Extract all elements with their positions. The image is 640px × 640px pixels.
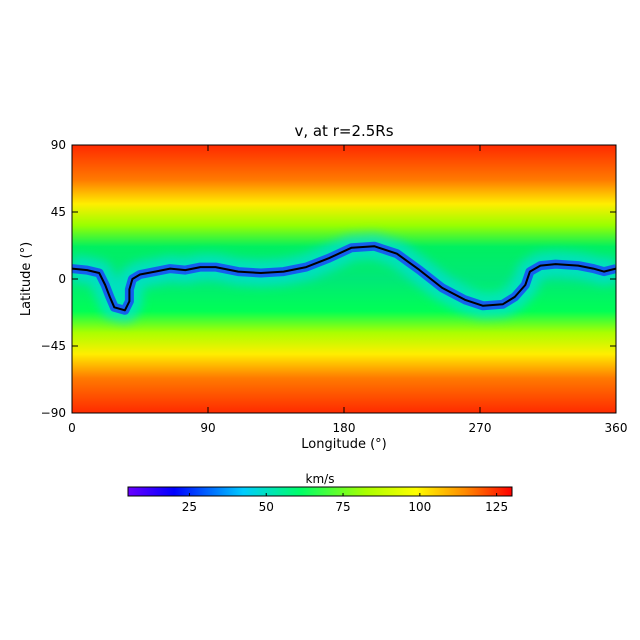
colorbar-tick-label: 50 xyxy=(259,500,274,514)
chart-title: v, at r=2.5Rs xyxy=(294,122,393,140)
x-tick-label: 90 xyxy=(200,421,215,435)
y-tick-label: −45 xyxy=(41,339,66,353)
colorbar-label: km/s xyxy=(306,472,335,486)
x-axis-label: Longitude (°) xyxy=(301,437,386,452)
y-tick-label: 45 xyxy=(51,205,66,219)
x-tick-label: 360 xyxy=(605,421,628,435)
y-tick-label: −90 xyxy=(41,406,66,420)
colorbar-gradient xyxy=(127,486,513,497)
y-axis-label: Latitude (°) xyxy=(19,242,34,316)
y-axis: −90 −45 0 45 90 xyxy=(41,138,616,420)
neutral-line xyxy=(72,245,616,312)
x-tick-label: 270 xyxy=(469,421,492,435)
colorbar: km/s 25 50 75 100 125 xyxy=(127,472,513,514)
colorbar-tick-label: 25 xyxy=(182,500,197,514)
colorbar-tick-label: 125 xyxy=(485,500,508,514)
colorbar-ticks: 25 50 75 100 125 xyxy=(182,493,508,514)
x-tick-label: 0 xyxy=(68,421,76,435)
y-tick-label: 90 xyxy=(51,138,66,152)
y-tick-label: 0 xyxy=(58,272,66,286)
colorbar-tick-label: 100 xyxy=(408,500,431,514)
x-tick-label: 180 xyxy=(333,421,356,435)
colorbar-tick-label: 75 xyxy=(335,500,350,514)
x-axis: 0 90 180 270 360 xyxy=(68,145,627,435)
plot-area xyxy=(72,145,616,413)
